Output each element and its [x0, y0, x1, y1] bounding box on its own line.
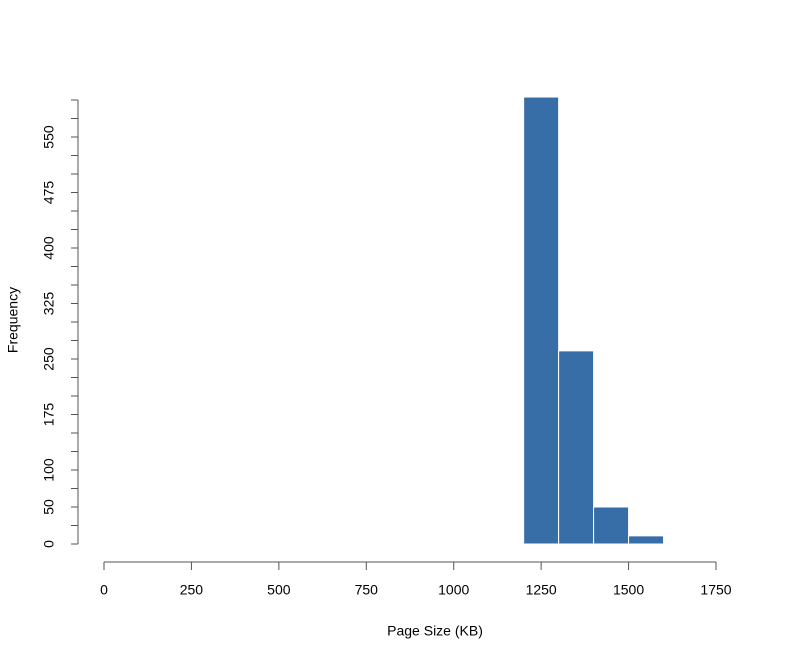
bar [628, 535, 665, 545]
x-tick-label: 1250 [526, 582, 557, 598]
bar [663, 542, 700, 545]
x-tick-label: 750 [355, 582, 379, 598]
bar [558, 350, 595, 545]
x-tick-label: 1000 [438, 582, 469, 598]
x-tick-label: 250 [180, 582, 204, 598]
y-tick-label: 0 [41, 540, 57, 548]
y-tick-label: 100 [41, 458, 57, 482]
y-tick-label: 325 [41, 292, 57, 316]
y-tick-label: 400 [41, 236, 57, 260]
y-tick-label: 550 [41, 125, 57, 149]
y-tick-label: 175 [41, 403, 57, 427]
bar [453, 542, 490, 545]
bar [523, 96, 560, 545]
y-tick-label: 50 [41, 499, 57, 515]
x-tick-label: 500 [267, 582, 291, 598]
bar [593, 506, 630, 545]
y-axis-label: Frequency [5, 287, 21, 353]
x-tick-label: 1750 [700, 582, 731, 598]
x-tick-label: 1500 [613, 582, 644, 598]
y-tick-label: 475 [41, 181, 57, 205]
y-tick-label: 250 [41, 347, 57, 371]
x-axis-label: Page Size (KB) [387, 623, 483, 639]
x-tick-label: 0 [100, 582, 108, 598]
